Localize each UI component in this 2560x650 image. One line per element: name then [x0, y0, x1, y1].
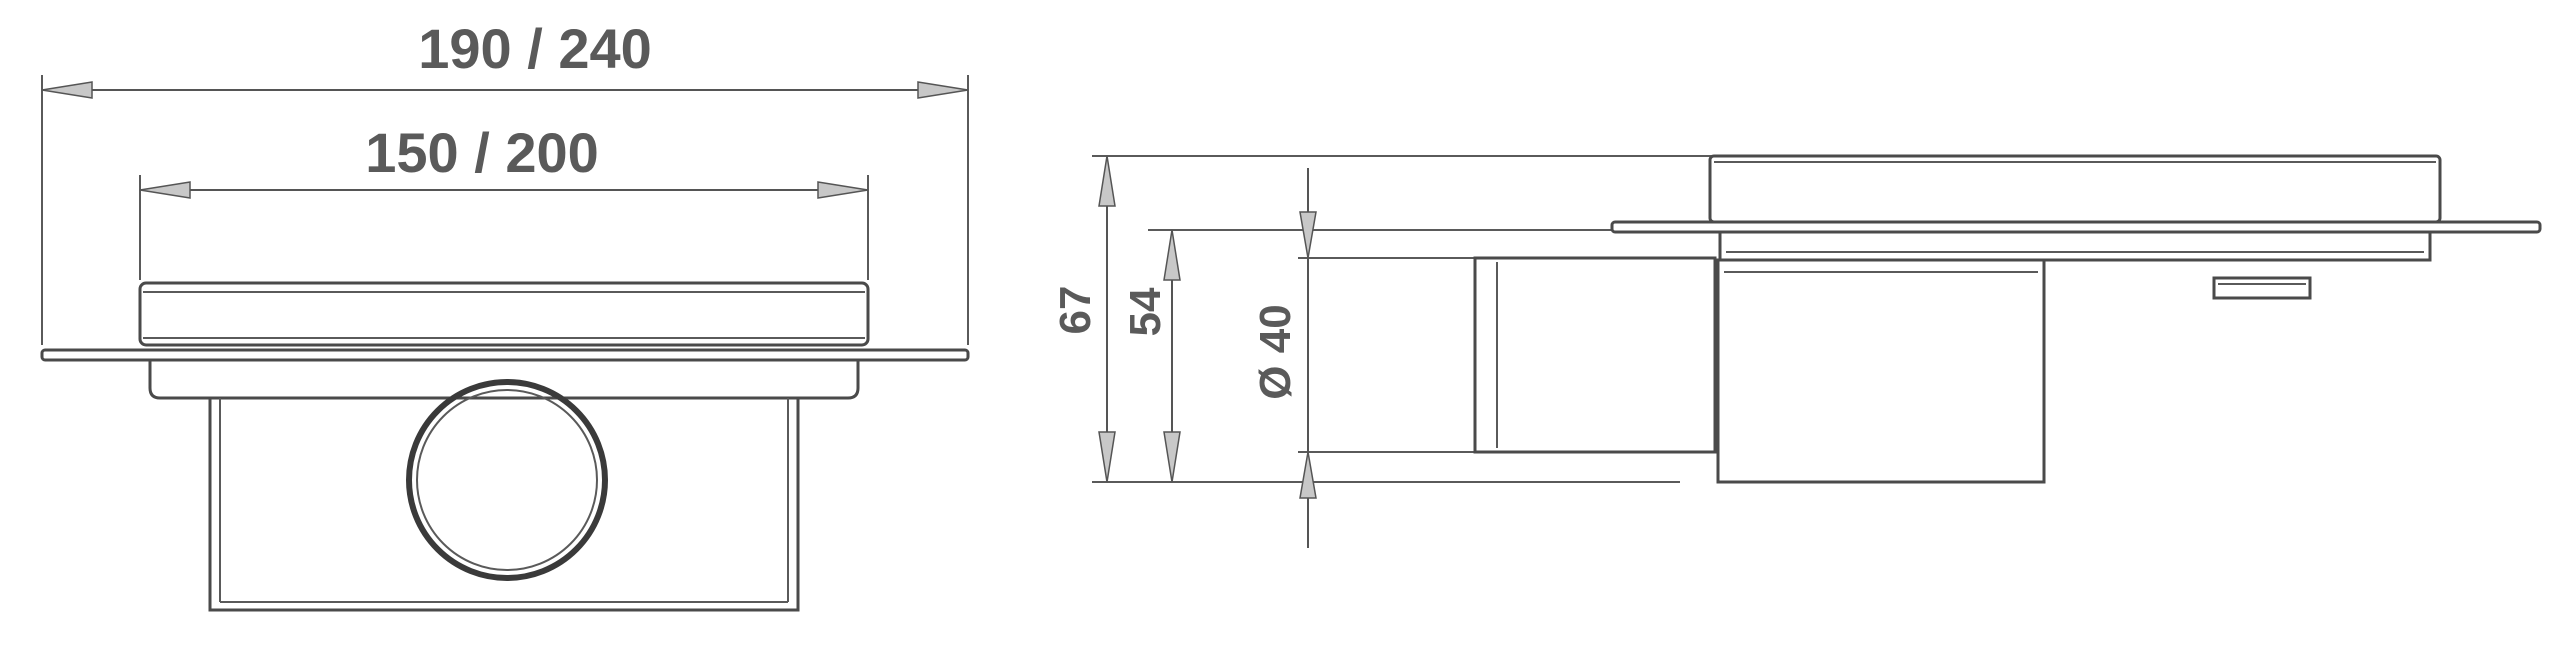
drain-outlet-circle	[406, 379, 608, 581]
arrow-right	[817, 181, 869, 199]
arrow-up	[1299, 451, 1317, 499]
arrow-down	[1098, 431, 1116, 483]
arrow-left	[41, 81, 93, 99]
arrow-up	[1098, 155, 1116, 207]
outer-width-label: 190 / 240	[418, 17, 652, 80]
grate-frame	[138, 281, 870, 347]
side-lug	[2212, 276, 2312, 300]
flange	[40, 348, 970, 362]
arrow-up	[1163, 229, 1181, 281]
side-view: 67 54 Ø 40	[1051, 154, 2542, 548]
arrow-left	[139, 181, 191, 199]
side-flange	[1610, 220, 2542, 234]
outer-width-dimension: 190 / 240	[41, 17, 969, 99]
arrow-down	[1163, 431, 1181, 483]
height-54-label: 54	[1121, 287, 1170, 336]
pipe-diameter-label: Ø 40	[1251, 304, 1300, 399]
front-view: 190 / 240 150 / 200	[40, 17, 970, 612]
height-67-dimension: 67	[1051, 155, 1116, 483]
inner-width-label: 150 / 200	[365, 121, 599, 184]
arrow-down	[1299, 211, 1317, 259]
height-67-label: 67	[1051, 286, 1100, 335]
side-channel-body	[1716, 232, 2432, 484]
pipe-diameter-dimension: Ø 40	[1251, 168, 1317, 548]
arrow-right	[917, 81, 969, 99]
height-54-dimension: 54	[1121, 229, 1181, 483]
outlet-pipe	[1473, 256, 1717, 454]
inner-width-dimension: 150 / 200	[139, 121, 869, 199]
channel-body	[148, 360, 860, 612]
side-grate	[1708, 154, 2442, 224]
